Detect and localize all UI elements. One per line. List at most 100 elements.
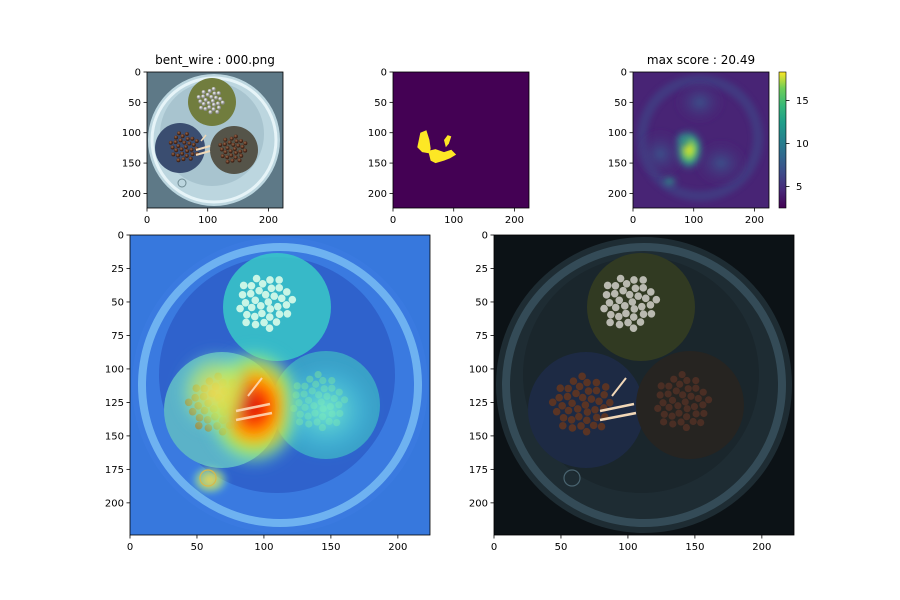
wire-strand [283,288,291,296]
wire-strand [184,153,189,158]
wire-strand [261,290,270,299]
wire-strand [668,412,676,420]
segmentation_overlay-y-tick-label: 50 [475,297,488,308]
wire-strand [559,421,567,430]
wire-strand [216,105,221,110]
wire-strand [265,324,274,333]
wire-strand [569,377,578,385]
heatmap_overlay-y-tick-label: 100 [105,364,124,375]
wire-strand [260,318,268,327]
wire-strand [639,276,647,284]
input-y-tick-label: 0 [135,68,141,79]
wire-strand [240,144,245,149]
score-x-tick-label: 0 [630,215,636,226]
wire-strand [634,292,643,300]
score-heatmap [633,72,769,208]
wire-strand [215,109,220,114]
wire-strand [256,302,265,310]
wire-strand [275,276,283,284]
wire-strand [258,309,266,318]
wire-strand [232,147,237,151]
mask-anomaly-region [444,135,452,148]
wire-strand [189,147,194,152]
wire-strand [176,158,181,163]
score-x-tick-label: 100 [684,215,703,226]
mask-y-tick-label: 50 [374,98,387,109]
wire-strand [207,105,212,110]
input-x-tick-label: 0 [144,215,150,226]
wire-strand [239,281,248,290]
segmentation_overlay-x-tick-label: 200 [752,542,771,553]
wire-strand [219,147,224,152]
input-x-tick-label: 100 [198,215,217,226]
wire-strand [201,94,206,99]
wire-strand [548,398,557,407]
wire-strand [592,386,601,395]
heatmap_overlay-y-tick-label: 25 [111,264,124,275]
input-y-tick-label: 200 [122,189,141,200]
wire-strand [182,140,187,145]
wire-strand [697,419,705,427]
heatmap_overlay-x-tick-label: 150 [321,542,340,553]
wire-strand [568,399,576,408]
wire-strand [238,291,247,299]
wire-strand [191,142,196,147]
mask-y-tick-label: 200 [368,189,387,200]
wire-strand [630,305,639,313]
wire-strand [564,406,573,415]
wire-strand [577,422,585,430]
wire-strand [174,148,179,153]
wire-strand [185,149,190,154]
wire-strand [228,149,233,154]
wire-strand [185,136,190,141]
wire-strand [178,138,183,143]
wire-strand [250,312,259,321]
wire-strand [558,402,566,410]
wire-strand [575,382,584,391]
heatmap-overlay-panel: 0 50 100 150 200 0 25 50 75 100 125 150 175 200 [105,231,431,553]
wire-strand [620,302,629,310]
wire-strand [616,274,625,283]
wire-strand [692,376,700,385]
mask-image [393,72,529,208]
wire-strand [678,370,686,379]
wire-strand [656,391,664,399]
wire-strand [659,399,667,407]
input-image-panel: bent_wire : 000.png 0 100 200 0 50 100 150 200 [122,53,284,226]
wire-strand [683,413,691,421]
wire-strand [187,141,192,146]
wire-strand [681,398,689,406]
heatmap-overlay-image [130,235,430,535]
wire-strand [173,140,178,145]
wire-strand [211,107,216,112]
colorbar-tick-label: 10 [796,139,809,150]
wire-strand [210,99,215,103]
wire-strand [674,402,682,410]
wire-strand [188,156,193,161]
wire-strand [203,106,208,111]
wire-strand [233,155,238,160]
score-y-tick-label: 50 [614,98,627,109]
wire-strand [629,313,638,321]
segmentation_overlay-y-tick-label: 25 [475,264,488,275]
wire-strand [168,140,173,145]
wire-strand [615,320,624,329]
wire-strand [556,384,565,392]
wire-strand [233,134,238,139]
wire-strand [602,291,611,299]
score-hotspot [635,128,686,180]
wire-strand [273,302,282,311]
wire-strand [567,415,576,424]
input-image [147,72,283,208]
segmentation_overlay-y-tick-label: 125 [469,398,488,409]
segmentation_overlay-y-tick-label: 75 [475,331,488,342]
wire-strand [692,410,700,418]
wire-strand [206,101,211,106]
mask-x-tick-label: 100 [444,215,463,226]
wire-strand [218,96,223,101]
wire-strand [689,417,697,426]
wire-strand [246,289,255,298]
wire-strand [672,387,680,395]
wire-strand [275,284,284,292]
wire-strand [607,310,615,319]
